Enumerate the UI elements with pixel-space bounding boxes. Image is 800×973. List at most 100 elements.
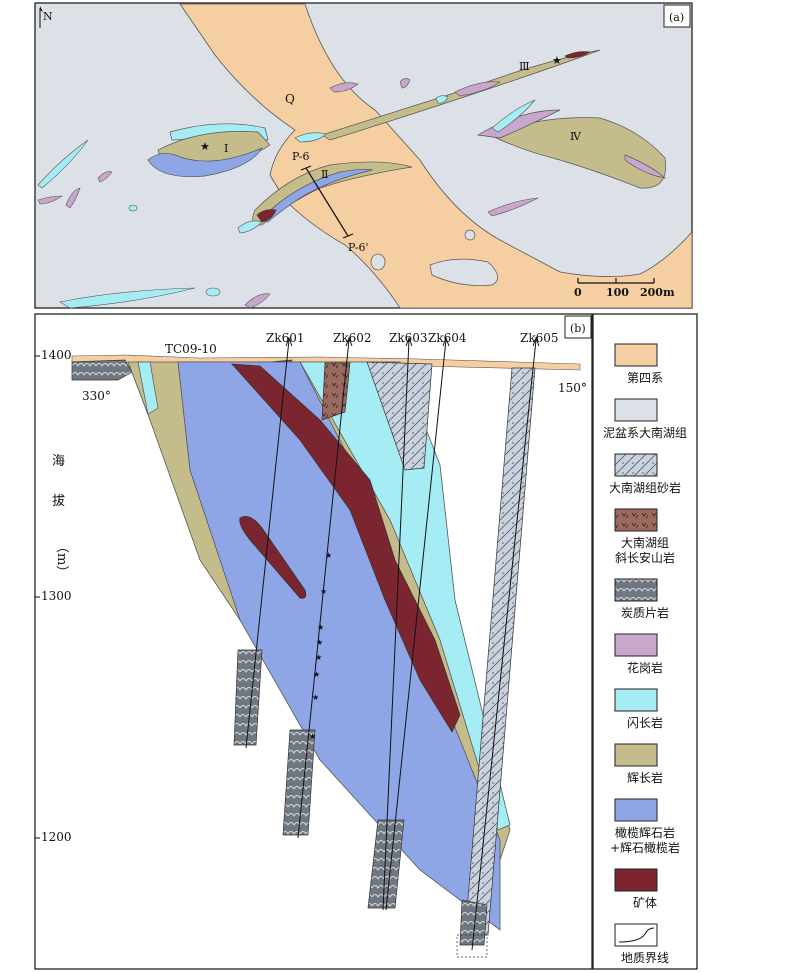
map-panel: ★ ★ Q Ⅰ Ⅱ Ⅲ Ⅳ P-6 P-6' N (a) 0 100 200m	[34, 2, 693, 309]
schist-top-left	[71, 359, 133, 381]
body-ii-peridotite	[261, 168, 374, 223]
legend-item: 闪长岩	[614, 688, 663, 730]
legend-swatch	[614, 868, 658, 892]
granite-lens-5	[65, 187, 81, 209]
ore-main	[231, 363, 461, 733]
legend-label: 地质界线	[621, 951, 669, 965]
diorite-lens-2	[237, 220, 263, 234]
schist-deep-4	[459, 899, 488, 946]
borehole-zk605	[471, 339, 537, 951]
legend-swatch	[614, 508, 658, 532]
borehole-zk604	[385, 339, 447, 911]
legend-swatch	[614, 633, 658, 657]
label-q: Q	[285, 92, 295, 106]
legend: 第四系泥盆系大南湖组大南湖组砂岩大南湖组斜长安山岩炭质片岩花岗岩闪长岩辉长岩橄榄…	[592, 313, 698, 970]
label-body-iv: Ⅳ	[570, 130, 582, 143]
azimuth-left: 330°	[82, 389, 111, 403]
label-zk602: Zk602	[333, 331, 372, 345]
diorite-lens-5	[59, 287, 196, 309]
diorite-lens-3	[294, 132, 327, 143]
granite-lens-3	[454, 81, 501, 97]
ore-lens	[239, 516, 307, 599]
legend-label: 矿体	[633, 896, 657, 910]
inlier-2	[370, 253, 386, 271]
tick-1200: 1200	[41, 830, 72, 844]
inlier-3	[464, 229, 476, 241]
boundary-line-icon	[618, 927, 655, 943]
svg-text:★: ★	[313, 670, 320, 679]
legend-swatch	[614, 453, 658, 477]
body-ii-ore	[256, 209, 277, 223]
legend-item: 橄榄辉石岩+辉石橄榄岩	[610, 798, 680, 855]
body-i-peridotite	[147, 147, 263, 177]
legend-label: 大南湖组	[621, 535, 669, 550]
svg-text:★: ★	[316, 638, 323, 647]
granite-lens-4	[37, 195, 63, 205]
legend-swatch	[614, 798, 658, 822]
azimuth-right: 150°	[558, 381, 587, 395]
y-label-2: 拔	[52, 494, 65, 509]
legend-swatch	[614, 743, 658, 767]
section-panel: ★ ★ ★ ★ ★ ★ ★ ★ Zk601 Zk602 Zk603 Zk604 …	[34, 313, 593, 970]
schist-deep-1	[233, 649, 263, 746]
elevation-axis: 1400 1300 1200 海 拔 （m）	[35, 348, 72, 844]
diorite-dot	[128, 204, 138, 212]
granite-lens-8	[244, 293, 271, 309]
label-p6-prime: P-6'	[348, 241, 369, 254]
diorite-lens-1	[37, 139, 89, 189]
svg-text:100: 100	[606, 286, 629, 299]
svg-text:★: ★	[317, 623, 324, 632]
legend-label: 炭质片岩	[621, 605, 669, 620]
legend-item: 泥盆系大南湖组	[603, 398, 687, 440]
granite-lens-6	[97, 171, 113, 183]
panel-label-a: (a)	[669, 11, 684, 24]
label-zk601: Zk601	[266, 331, 305, 345]
north-arrow: N	[39, 6, 53, 28]
sample-star-map-1: ★	[200, 140, 210, 153]
svg-text:★: ★	[312, 693, 319, 702]
legend-swatch	[614, 398, 658, 422]
tick-1300: 1300	[41, 589, 72, 603]
legend-label: 橄榄辉石岩	[615, 825, 675, 840]
granite-lens-2	[399, 78, 411, 89]
label-zk603: Zk603	[389, 331, 428, 345]
svg-text:★: ★	[325, 551, 332, 560]
sample-star-map-2: ★	[552, 54, 562, 67]
legend-label: +辉石橄榄岩	[610, 840, 680, 855]
boreholes	[245, 336, 540, 951]
body-iv-granite-2	[624, 154, 667, 179]
diorite-lens-4	[491, 99, 536, 133]
sample-stars-section: ★ ★ ★ ★ ★ ★ ★ ★	[309, 551, 332, 741]
label-p6: P-6	[292, 150, 310, 163]
borehole-zk601	[245, 339, 290, 749]
body-iv-gabbro	[489, 117, 667, 189]
section-line-p6	[305, 167, 349, 237]
label-trench: TC09-10	[165, 342, 217, 356]
quaternary-area	[179, 3, 693, 309]
y-label-3: （m）	[54, 540, 69, 578]
svg-text:★: ★	[315, 653, 322, 662]
legend-label: 大南湖组砂岩	[609, 480, 681, 495]
andesite-column	[321, 362, 351, 421]
tick-1400: 1400	[41, 348, 72, 362]
sandstone-column-2	[464, 367, 536, 936]
label-zk604: Zk604	[428, 331, 467, 345]
granite-lens-1	[329, 82, 359, 93]
legend-item: 地质界线	[614, 923, 669, 965]
legend-label: 闪长岩	[627, 715, 663, 730]
scale-bar: 0 100 200m	[574, 278, 675, 299]
diorite-lens-6	[435, 95, 449, 104]
legend-item: 大南湖组砂岩	[609, 453, 681, 495]
label-body-i: Ⅰ	[224, 142, 228, 155]
borehole-zk603	[382, 339, 410, 911]
legend-swatch	[614, 578, 658, 602]
svg-text:200m: 200m	[640, 286, 675, 299]
y-label-1: 海	[52, 454, 65, 469]
legend-item: 辉长岩	[614, 743, 663, 785]
inlier-1	[429, 258, 498, 286]
legend-label: 泥盆系大南湖组	[603, 425, 687, 440]
legend-item: 第四系	[614, 343, 663, 385]
